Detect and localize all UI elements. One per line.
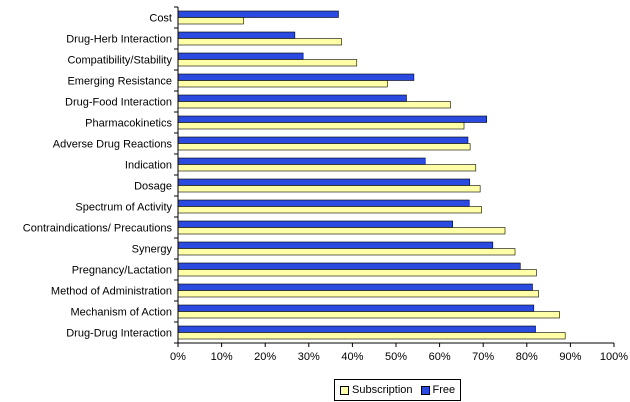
category-label-spectrum-of-activity: Spectrum of Activity xyxy=(75,202,172,214)
bar-free-method-of-administration xyxy=(177,283,533,291)
bar-free-compatibility-stability xyxy=(177,52,304,60)
category-labels: Cost Drug-Herb Interaction Compatibility/S… xyxy=(23,6,178,344)
bar-free-dosage xyxy=(177,178,470,186)
bar-subscription-mechanism-of-action xyxy=(177,311,560,319)
category-label-dosage: Dosage xyxy=(134,181,172,193)
category-label-drug-food-interaction: Drug-Food Interaction xyxy=(65,97,172,109)
x-tick-label: 50% xyxy=(385,351,407,363)
x-tick-label: 60% xyxy=(429,351,451,363)
legend-item-subscription: Subscription xyxy=(340,384,413,396)
x-tick-label: 100% xyxy=(600,351,628,363)
bar-subscription-pharmacokinetics xyxy=(177,122,465,130)
x-tick-label: 80% xyxy=(516,351,538,363)
x-tick-label: 70% xyxy=(472,351,494,363)
legend: Subscription Free xyxy=(334,379,462,401)
bar-free-emerging-resistance xyxy=(177,73,415,81)
x-tick-label: 10% xyxy=(211,351,233,363)
legend-label-free: Free xyxy=(432,384,456,396)
bar-free-mechanism-of-action xyxy=(177,304,535,312)
bar-free-pregnancy-lactation xyxy=(177,262,521,270)
bar-subscription-pregnancy-lactation xyxy=(177,269,537,277)
bar-free-drug-food-interaction xyxy=(177,94,407,102)
bar-subscription-dosage xyxy=(177,185,481,193)
bar-free-spectrum-of-activity xyxy=(177,199,470,207)
category-label-method-of-administration: Method of Administration xyxy=(51,286,172,298)
category-label-synergy: Synergy xyxy=(132,244,173,256)
category-label-indication: Indication xyxy=(125,160,172,172)
bar-subscription-method-of-administration xyxy=(177,290,539,298)
bar-subscription-contraindications-precautions xyxy=(177,227,506,235)
x-tick-label: 30% xyxy=(298,351,320,363)
category-label-compatibility-stability: Compatibility/Stability xyxy=(67,55,172,67)
category-label-mechanism-of-action: Mechanism of Action xyxy=(71,307,173,319)
bar-free-pharmacokinetics xyxy=(177,115,487,123)
x-tick-label: 40% xyxy=(341,351,363,363)
legend-item-free: Free xyxy=(420,384,456,396)
bars-layer xyxy=(177,10,566,340)
category-label-drug-herb-interaction: Drug-Herb Interaction xyxy=(66,34,172,46)
subscription-swatch-icon xyxy=(340,385,349,395)
x-tick-label: 20% xyxy=(254,351,276,363)
category-label-contraindications-precautions: Contraindications/ Precautions xyxy=(23,223,173,235)
bar-subscription-drug-drug-interaction xyxy=(177,332,566,340)
legend-label-subscription: Subscription xyxy=(352,384,413,396)
bar-free-drug-herb-interaction xyxy=(177,31,296,39)
category-label-emerging-resistance: Emerging Resistance xyxy=(67,76,172,88)
bar-free-adverse-drug-reactions xyxy=(177,136,469,144)
bar-subscription-indication xyxy=(177,164,477,172)
bar-subscription-compatibility-stability xyxy=(177,59,358,67)
category-label-pharmacokinetics: Pharmacokinetics xyxy=(85,118,172,130)
bar-subscription-spectrum-of-activity xyxy=(177,206,482,214)
x-tick-label: 0% xyxy=(170,351,186,363)
bar-subscription-adverse-drug-reactions xyxy=(177,143,471,151)
category-label-adverse-drug-reactions: Adverse Drug Reactions xyxy=(53,139,173,151)
x-tick-label: 90% xyxy=(559,351,581,363)
bar-free-synergy xyxy=(177,241,494,249)
bar-free-contraindications-precautions xyxy=(177,220,453,228)
category-label-cost: Cost xyxy=(149,13,172,25)
category-label-drug-drug-interaction: Drug-Drug Interaction xyxy=(66,328,172,340)
bar-subscription-drug-food-interaction xyxy=(177,101,451,109)
bar-subscription-synergy xyxy=(177,248,516,256)
bar-free-indication xyxy=(177,157,426,165)
bar-subscription-drug-herb-interaction xyxy=(177,38,342,46)
x-axis-ticks: 0% 10% 20% 30% 40% 50% 60% 70% 80% 90% 100% xyxy=(170,343,628,363)
bar-free-drug-drug-interaction xyxy=(177,325,536,333)
bar-free-cost xyxy=(177,10,339,18)
free-swatch-icon xyxy=(420,385,430,395)
category-label-pregnancy-lactation: Pregnancy/Lactation xyxy=(72,265,172,277)
bar-subscription-cost xyxy=(177,17,244,25)
bar-subscription-emerging-resistance xyxy=(177,80,388,88)
